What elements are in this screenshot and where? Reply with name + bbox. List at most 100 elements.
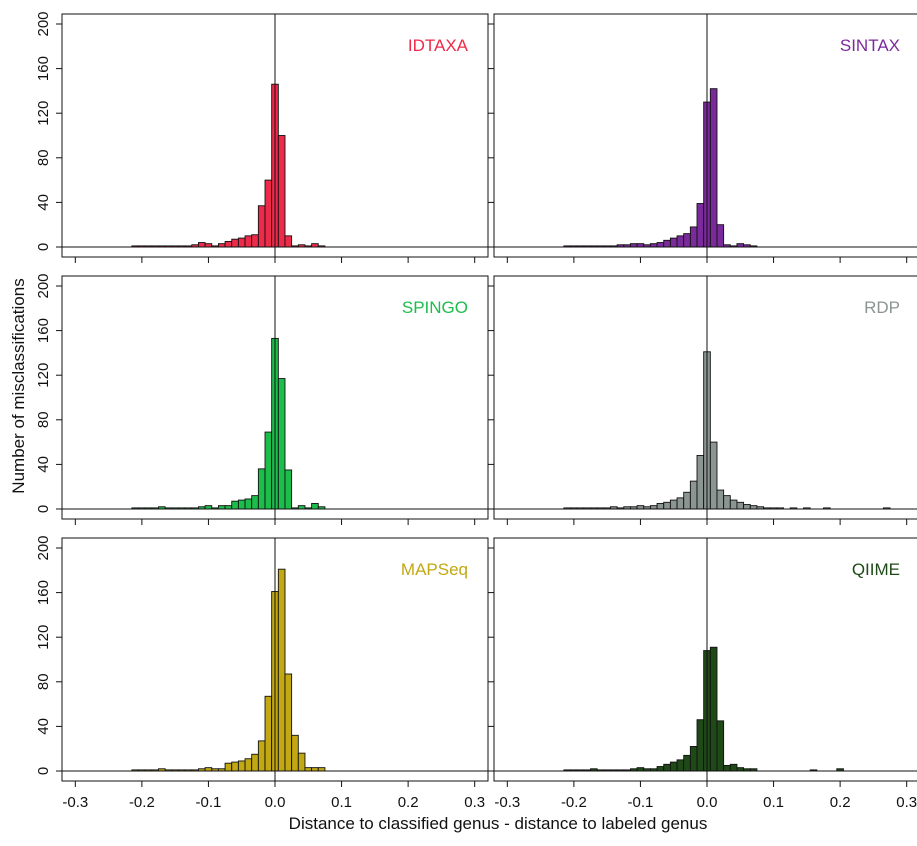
bar-idtaxa xyxy=(311,243,319,248)
bar-qiime xyxy=(656,766,665,772)
bar-mapseq xyxy=(297,752,306,772)
bar-rdp xyxy=(716,489,725,510)
x-tick-label: 0.2 xyxy=(398,794,419,811)
y-tick-label: 40 xyxy=(35,194,52,211)
x-tick-label: 0.2 xyxy=(830,794,851,811)
panel-grid: IDTAXA 0 40 80 120 160 200 SINTAX SPINGO 0 40 80 120… xyxy=(35,11,917,811)
x-tick-label: -0.1 xyxy=(196,794,222,811)
bar-sintax xyxy=(709,88,718,248)
bar-idtaxa xyxy=(237,237,246,248)
bar-idtaxa xyxy=(251,234,259,248)
bar-spingo xyxy=(284,469,293,510)
bar-spingo xyxy=(231,500,239,510)
panel-qiime: QIIME -0.3 -0.2 -0.1 0.0 0.1 0.2 0.3 xyxy=(488,537,917,811)
bar-sintax xyxy=(636,243,645,248)
bar-mapseq xyxy=(317,767,326,772)
bar-qiime xyxy=(696,719,705,772)
x-tick-label: 0.1 xyxy=(763,794,784,811)
y-tick-label: 80 xyxy=(35,149,52,166)
bar-rdp xyxy=(663,501,671,510)
x-tick-label: -0.2 xyxy=(561,794,587,811)
bar-idtaxa xyxy=(217,243,226,248)
bar-spingo xyxy=(297,505,306,510)
bar-rdp xyxy=(683,491,691,510)
bar-mapseq xyxy=(257,740,266,772)
x-axis-label: Distance to classified genus - distance … xyxy=(289,814,708,833)
bar-sintax xyxy=(696,203,705,248)
bar-mapseq xyxy=(251,753,259,772)
bar-rdp xyxy=(669,499,678,510)
x-tick-label: -0.3 xyxy=(494,794,520,811)
bar-idtaxa xyxy=(264,179,273,248)
bar-idtaxa xyxy=(284,235,293,248)
y-tick-label: 0 xyxy=(35,767,52,775)
bar-mapseq xyxy=(311,767,319,772)
y-tick-label: 120 xyxy=(35,363,52,388)
panel-mapseq: MAPSeq 0 40 80 120 160 200 -0.3 -0.2 -0.1 0.0 0.1 0.… xyxy=(35,535,489,811)
y-tick-label: 80 xyxy=(35,673,52,690)
bar-qiime xyxy=(723,764,731,772)
bar-rdp xyxy=(676,497,685,510)
y-tick-label: 200 xyxy=(35,273,52,298)
x-tick-label: -0.1 xyxy=(628,794,654,811)
bar-sintax xyxy=(676,235,685,248)
bar-rdp xyxy=(649,505,658,510)
panel-label-sintax: SINTAX xyxy=(840,36,900,55)
bar-sintax xyxy=(669,237,678,248)
bar-spingo xyxy=(311,502,319,510)
x-tick-label: 0.0 xyxy=(697,794,718,811)
bar-idtaxa xyxy=(204,243,213,248)
bar-sintax xyxy=(630,243,638,248)
bar-qiime xyxy=(663,763,671,772)
bar-idtaxa xyxy=(197,242,206,248)
bar-spingo xyxy=(251,495,259,510)
bar-sintax xyxy=(736,243,745,248)
y-tick-label: 80 xyxy=(35,411,52,428)
y-tick-label: 160 xyxy=(35,318,52,343)
bar-sintax xyxy=(689,226,698,248)
panel-sintax: SINTAX xyxy=(488,13,917,263)
bar-spingo xyxy=(244,498,253,510)
y-tick-label: 40 xyxy=(35,718,52,735)
bar-idtaxa xyxy=(231,238,239,248)
panel-label-qiime: QIIME xyxy=(852,560,900,579)
y-tick-label: 0 xyxy=(35,243,52,251)
bar-rdp xyxy=(689,480,698,510)
bar-spingo xyxy=(277,378,286,510)
bar-qiime xyxy=(683,754,691,772)
bar-mapseq xyxy=(277,568,286,772)
y-tick-label: 160 xyxy=(35,56,52,81)
bar-mapseq xyxy=(264,695,273,772)
x-tick-label: -0.2 xyxy=(129,794,155,811)
bar-rdp xyxy=(696,455,705,510)
panel-spingo: SPINGO 0 40 80 120 160 200 xyxy=(35,273,489,525)
y-tick-label: 160 xyxy=(35,580,52,605)
bar-idtaxa xyxy=(224,240,233,248)
bar-rdp xyxy=(743,504,751,510)
x-tick-label: 0.1 xyxy=(331,794,352,811)
x-tick-label: 0.0 xyxy=(265,794,286,811)
panel-label-mapseq: MAPSeq xyxy=(401,560,468,579)
panel-label-rdp: RDP xyxy=(864,298,900,317)
bar-qiime xyxy=(736,767,745,772)
bar-idtaxa xyxy=(257,205,266,248)
x-tick-label: -0.3 xyxy=(62,794,88,811)
bar-rdp xyxy=(729,499,738,510)
bar-rdp xyxy=(736,501,745,510)
y-tick-label: 200 xyxy=(35,11,52,36)
bar-spingo xyxy=(204,505,213,510)
bar-mapseq xyxy=(291,734,299,772)
bar-qiime xyxy=(689,746,698,772)
bar-rdp xyxy=(709,441,718,510)
y-tick-label: 40 xyxy=(35,456,52,473)
bar-mapseq xyxy=(284,673,293,772)
bar-mapseq xyxy=(237,760,246,772)
bar-rdp xyxy=(749,505,758,510)
panel-label-idtaxa: IDTAXA xyxy=(408,36,469,55)
bar-qiime xyxy=(669,761,678,772)
bar-idtaxa xyxy=(244,235,253,248)
bar-mapseq xyxy=(231,761,239,772)
bar-rdp xyxy=(656,502,665,510)
bar-spingo xyxy=(224,505,233,510)
